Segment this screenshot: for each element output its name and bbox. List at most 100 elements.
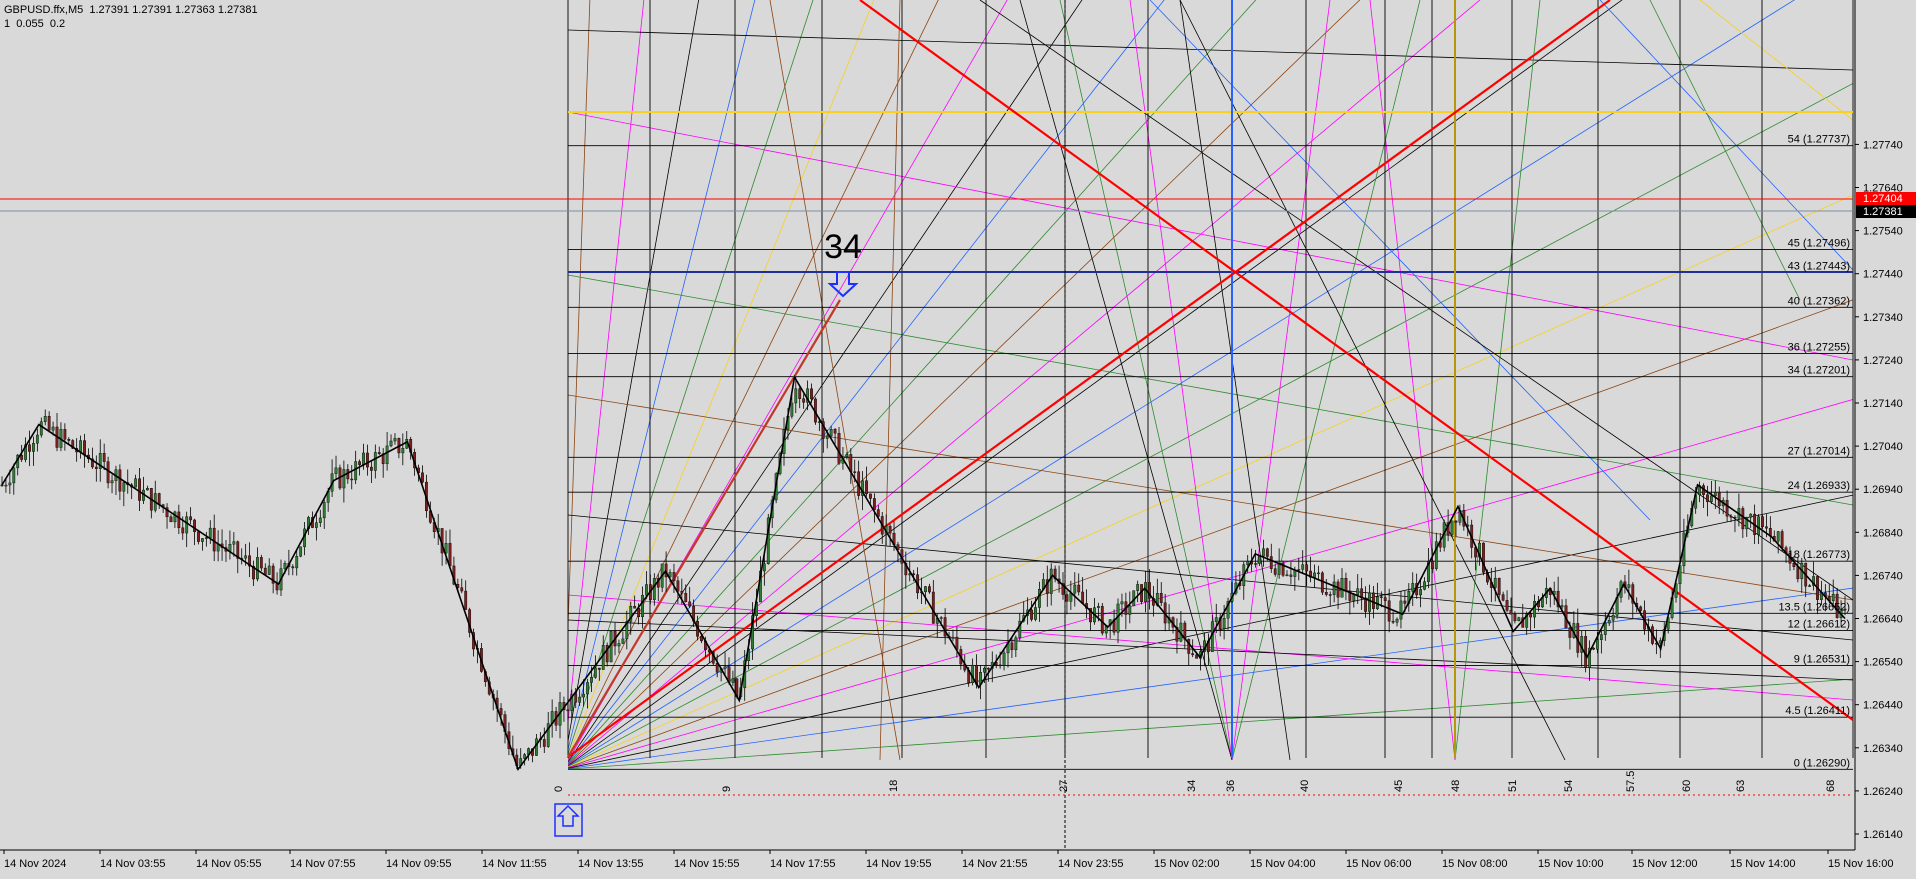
candle-body: [318, 517, 322, 523]
time-count-label: 40: [1299, 780, 1311, 792]
candle-body: [1611, 615, 1615, 621]
candle-body: [1301, 564, 1305, 570]
candle: [1383, 594, 1387, 612]
candle-body: [869, 493, 872, 499]
candle: [248, 542, 251, 578]
steep-ray: [1699, 0, 1853, 121]
candle-body: [39, 421, 43, 436]
candle-body: [1320, 572, 1324, 593]
candle-body: [1195, 654, 1199, 659]
candle-body: [12, 467, 16, 484]
fan-ray: [568, 0, 756, 751]
candle: [845, 451, 849, 460]
time-tick-label: 14 Nov 09:55: [386, 858, 451, 870]
candle-body: [1226, 601, 1230, 619]
candle-body: [939, 617, 943, 619]
candle-body: [664, 563, 668, 578]
candle-body: [1765, 526, 1768, 529]
candle-body: [605, 645, 609, 663]
candle: [169, 514, 173, 523]
price-tick-label: 1.27740: [1863, 139, 1903, 151]
candle-body: [1505, 600, 1509, 611]
candle: [366, 444, 369, 476]
candle: [1148, 569, 1151, 610]
candle: [1627, 569, 1631, 600]
candle: [314, 511, 318, 541]
candle-body: [1729, 516, 1733, 518]
steep-ray: [1019, 0, 1233, 761]
candle-body: [621, 638, 625, 644]
candle: [1399, 591, 1403, 629]
candle-body: [1328, 594, 1332, 596]
descending-ray: [568, 594, 1853, 701]
time-tick-label: 14 Nov 2024: [4, 858, 66, 870]
candle: [1517, 616, 1521, 622]
candle-body: [134, 478, 138, 488]
level-label: 4.5 (1.26411): [1785, 705, 1850, 717]
candle: [145, 485, 149, 491]
candle-body: [641, 595, 644, 618]
candle-body: [1423, 581, 1426, 590]
candle: [1835, 587, 1839, 619]
price-tick-label: 1.27440: [1863, 269, 1903, 281]
candle-body: [1049, 568, 1053, 594]
candle-body: [24, 444, 27, 460]
steep-ray: [879, 0, 901, 761]
candle-body: [1513, 613, 1517, 622]
candle: [1812, 561, 1815, 591]
candle: [1713, 480, 1717, 510]
candle: [1395, 617, 1399, 627]
candle: [1368, 584, 1371, 625]
candle: [888, 524, 892, 547]
level-label: 54 (1.27737): [1788, 134, 1850, 146]
candle-body: [448, 543, 452, 567]
candle: [1419, 578, 1422, 608]
fan-ray: [568, 0, 1083, 763]
candle-body: [1533, 600, 1536, 618]
candle-body: [542, 739, 546, 747]
candle-body: [1014, 637, 1018, 651]
candle: [943, 608, 947, 645]
candle-body: [118, 469, 122, 492]
candle-body: [1246, 560, 1250, 565]
time-counts-layer: 0 9 18 27 34 36 40 45 48 51 54 57.5 60 63 68: [553, 771, 1837, 792]
candle-body: [872, 498, 876, 510]
candle-body: [1706, 494, 1709, 502]
candle-body: [291, 566, 295, 569]
candle: [267, 558, 271, 576]
candle-body: [1517, 617, 1521, 622]
candle-body: [1285, 574, 1289, 577]
candle: [8, 469, 12, 494]
time-count-label: 27: [1058, 780, 1070, 792]
candle: [582, 679, 585, 707]
candle: [586, 678, 589, 709]
level-label: 36 (1.27255): [1788, 341, 1850, 353]
red-descending-ray: [859, 0, 1854, 721]
fan-ray: [568, 399, 1853, 769]
candle-body: [1120, 601, 1124, 605]
candle: [197, 530, 200, 545]
candle-body: [283, 563, 287, 569]
candle: [32, 436, 35, 466]
candle: [924, 585, 927, 605]
candle: [291, 564, 295, 576]
candle-body: [1812, 576, 1815, 586]
candle-body: [523, 754, 527, 759]
start-up-arrow-icon[interactable]: [554, 803, 583, 837]
steep-ray: [1179, 0, 1291, 761]
candle-body: [943, 617, 947, 637]
candle: [621, 631, 625, 644]
candle: [876, 505, 880, 519]
fan-ray: [568, 0, 1008, 762]
candle-body: [633, 605, 637, 609]
fan-ray: [568, 0, 939, 761]
candle-body: [601, 645, 605, 670]
candle: [1430, 548, 1434, 574]
level-label: 24 (1.26933): [1788, 480, 1850, 492]
candle-body: [1155, 593, 1159, 606]
candle: [67, 437, 71, 444]
candle-body: [1482, 542, 1485, 573]
